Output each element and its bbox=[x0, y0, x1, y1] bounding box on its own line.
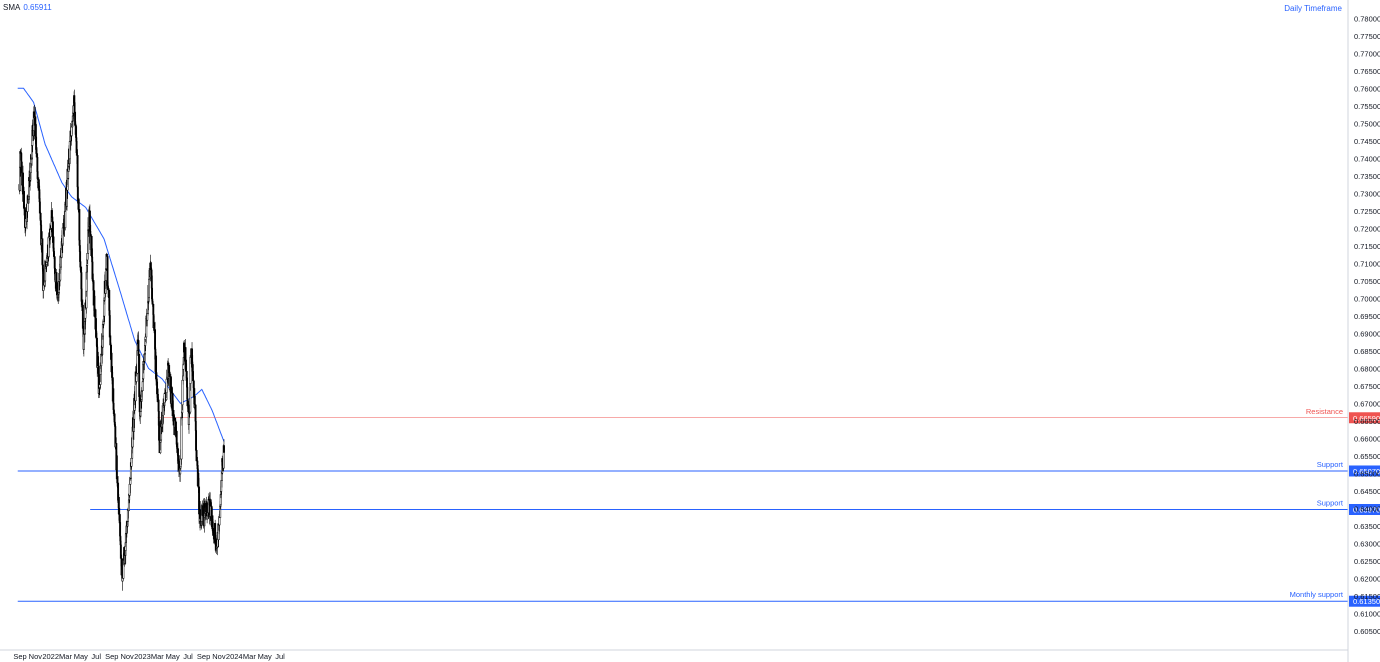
candle-body bbox=[223, 445, 225, 453]
candle-body bbox=[38, 201, 41, 214]
candle-body bbox=[155, 355, 158, 380]
candle-body bbox=[35, 136, 38, 150]
level-price-value: 0.66590 bbox=[1353, 414, 1380, 423]
level-price-badge bbox=[1349, 412, 1380, 424]
price-tick-label: 0.76000 bbox=[1354, 84, 1380, 93]
price-tick-label: 0.65500 bbox=[1354, 452, 1380, 461]
price-tick-label: 0.74000 bbox=[1354, 154, 1380, 163]
price-tick-label: 0.64500 bbox=[1354, 487, 1380, 496]
price-tick-label: 0.66000 bbox=[1354, 434, 1380, 443]
price-tick-label: 0.74500 bbox=[1354, 137, 1380, 146]
candle-body bbox=[154, 329, 157, 350]
time-tick-label: Mar bbox=[151, 652, 164, 661]
levels-layer: Resistance 0.66590 Support 0.65070 Support 0.… bbox=[17, 407, 1380, 607]
candle-body bbox=[218, 517, 221, 526]
sma-legend[interactable]: SMA 0.65911 bbox=[3, 3, 52, 12]
time-tick-label: 2024 bbox=[226, 652, 243, 661]
time-tick-label: May bbox=[74, 652, 88, 661]
level-price-value: 0.61350 bbox=[1353, 597, 1380, 606]
price-tick-label: 0.65000 bbox=[1354, 469, 1380, 478]
price-tick-label: 0.64000 bbox=[1354, 504, 1380, 513]
time-tick-label: May bbox=[166, 652, 180, 661]
time-tick-label: Sep bbox=[105, 652, 118, 661]
price-tick-label: 0.67500 bbox=[1354, 382, 1380, 391]
time-tick-label: Mar bbox=[243, 652, 256, 661]
sma-legend-value: 0.65911 bbox=[23, 3, 52, 12]
time-tick-label: May bbox=[258, 652, 272, 661]
price-tick-label: 0.77000 bbox=[1354, 49, 1380, 58]
time-tick-label: 2022 bbox=[42, 652, 59, 661]
level-price-badge bbox=[1349, 503, 1380, 515]
candle-body bbox=[174, 420, 177, 431]
time-tick-label: Nov bbox=[212, 652, 226, 661]
candle-body bbox=[186, 377, 188, 388]
timeframe-label: Daily Timeframe bbox=[1284, 4, 1342, 13]
level-label: Support bbox=[1317, 498, 1344, 507]
price-tick-label: 0.63500 bbox=[1354, 522, 1380, 531]
price-tick-label: 0.73000 bbox=[1354, 189, 1380, 198]
price-tick-label: 0.62000 bbox=[1354, 574, 1380, 583]
level-label: Resistance bbox=[1306, 407, 1343, 416]
sma-legend-label: SMA bbox=[3, 3, 21, 12]
time-tick-label: Jul bbox=[275, 652, 285, 661]
level-price-badge bbox=[1349, 595, 1380, 607]
price-tick-label: 0.61500 bbox=[1354, 592, 1380, 601]
price-tick-label: 0.63000 bbox=[1354, 539, 1380, 548]
price-tick-label: 0.69500 bbox=[1354, 312, 1380, 321]
level-price-badge bbox=[1349, 465, 1380, 477]
candle-body bbox=[177, 455, 180, 462]
candle-body bbox=[112, 388, 115, 404]
candle-body bbox=[148, 278, 150, 299]
time-tick-label: Mar bbox=[59, 652, 72, 661]
price-tick-label: 0.69000 bbox=[1354, 329, 1380, 338]
time-tick-label: Sep bbox=[13, 652, 26, 661]
time-tick-label: Nov bbox=[120, 652, 134, 661]
price-tick-label: 0.76500 bbox=[1354, 67, 1380, 76]
candle-body bbox=[137, 340, 140, 355]
candle-body bbox=[163, 393, 166, 403]
level-price-value: 0.65070 bbox=[1353, 467, 1380, 476]
price-tick-label: 0.66500 bbox=[1354, 417, 1380, 426]
candle-body bbox=[119, 522, 122, 537]
price-tick-label: 0.68500 bbox=[1354, 347, 1380, 356]
candle-body bbox=[78, 209, 81, 241]
price-tick-label: 0.62500 bbox=[1354, 557, 1380, 566]
time-tick-label: 2023 bbox=[134, 652, 151, 661]
price-tick-label: 0.70500 bbox=[1354, 277, 1380, 286]
candle-body bbox=[118, 514, 121, 523]
price-tick-label: 0.61000 bbox=[1354, 609, 1380, 618]
time-tick-label: Sep bbox=[197, 652, 210, 661]
price-tick-label: 0.67000 bbox=[1354, 399, 1380, 408]
price-tick-label: 0.71000 bbox=[1354, 259, 1380, 268]
price-tick-label: 0.70000 bbox=[1354, 294, 1380, 303]
candles-layer bbox=[18, 89, 225, 591]
price-tick-label: 0.72000 bbox=[1354, 224, 1380, 233]
price-tick-label: 0.73500 bbox=[1354, 172, 1380, 181]
time-tick-label: Jul bbox=[91, 652, 101, 661]
candle-body bbox=[117, 497, 120, 515]
time-axis[interactable]: Sep Nov 2022 Mar May Jul Sep Nov 2023 Mar May Jul Se… bbox=[13, 652, 285, 661]
price-tick-label: 0.77500 bbox=[1354, 32, 1380, 41]
price-tick-label: 0.72500 bbox=[1354, 207, 1380, 216]
price-tick-label: 0.75000 bbox=[1354, 119, 1380, 128]
candle-body bbox=[26, 202, 29, 212]
level-label: Support bbox=[1317, 460, 1344, 469]
level-price-value: 0.63970 bbox=[1353, 505, 1380, 514]
price-tick-label: 0.78000 bbox=[1354, 14, 1380, 23]
candle-body bbox=[141, 381, 144, 391]
price-tick-label: 0.75500 bbox=[1354, 102, 1380, 111]
price-tick-label: 0.68000 bbox=[1354, 364, 1380, 373]
candle-body bbox=[44, 267, 47, 282]
price-tick-label: 0.71500 bbox=[1354, 242, 1380, 251]
time-tick-label: Nov bbox=[29, 652, 43, 661]
price-tick-label: 0.60500 bbox=[1354, 627, 1380, 636]
level-label: Monthly support bbox=[1290, 590, 1344, 599]
time-tick-label: Jul bbox=[183, 652, 193, 661]
